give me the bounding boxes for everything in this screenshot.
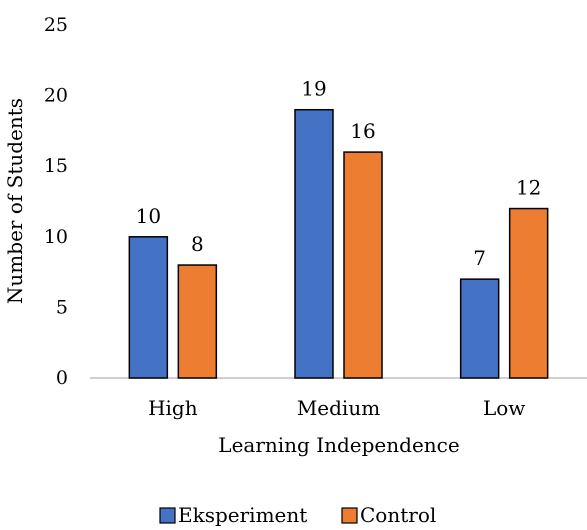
- y-tick-label: 25: [44, 14, 68, 36]
- category-labels: High Medium Low: [148, 396, 525, 420]
- y-axis-title: Number of Students: [3, 98, 27, 304]
- bar-control-medium: [343, 151, 383, 379]
- bar-eksperiment-medium: [294, 108, 334, 379]
- x-tick-label: Medium: [297, 396, 380, 420]
- data-label: 7: [473, 246, 486, 270]
- bar-eksperiment-high: [128, 236, 169, 379]
- y-tick-label: 10: [44, 226, 68, 248]
- data-label: 12: [516, 176, 541, 200]
- x-tick-label: High: [148, 396, 198, 420]
- bars: [128, 108, 549, 379]
- bar-control-high: [177, 264, 218, 379]
- data-label: 10: [136, 204, 161, 228]
- data-labels: 10 8 19 16 7 12: [136, 77, 542, 270]
- legend-swatch-control: [341, 507, 358, 524]
- legend-label-control: Control: [360, 503, 436, 527]
- bar-control-low: [508, 207, 549, 379]
- legend-swatch-eksperiment: [159, 507, 176, 524]
- data-label: 16: [350, 119, 375, 143]
- y-tick-label: 5: [56, 296, 68, 318]
- y-tick-label: 15: [44, 155, 68, 177]
- y-tick-label: 0: [56, 367, 68, 389]
- x-axis-title: Learning Independence: [218, 433, 459, 457]
- legend-label-eksperiment: Eksperiment: [178, 503, 307, 527]
- data-label: 19: [301, 77, 326, 101]
- y-tick-label: 20: [44, 85, 68, 107]
- data-label: 8: [191, 232, 204, 256]
- legend: Eksperiment Control: [159, 503, 436, 527]
- y-axis-ticks: 0 5 10 15 20 25: [44, 14, 68, 389]
- x-tick-label: Low: [483, 396, 525, 420]
- bar-eksperiment-low: [459, 278, 500, 379]
